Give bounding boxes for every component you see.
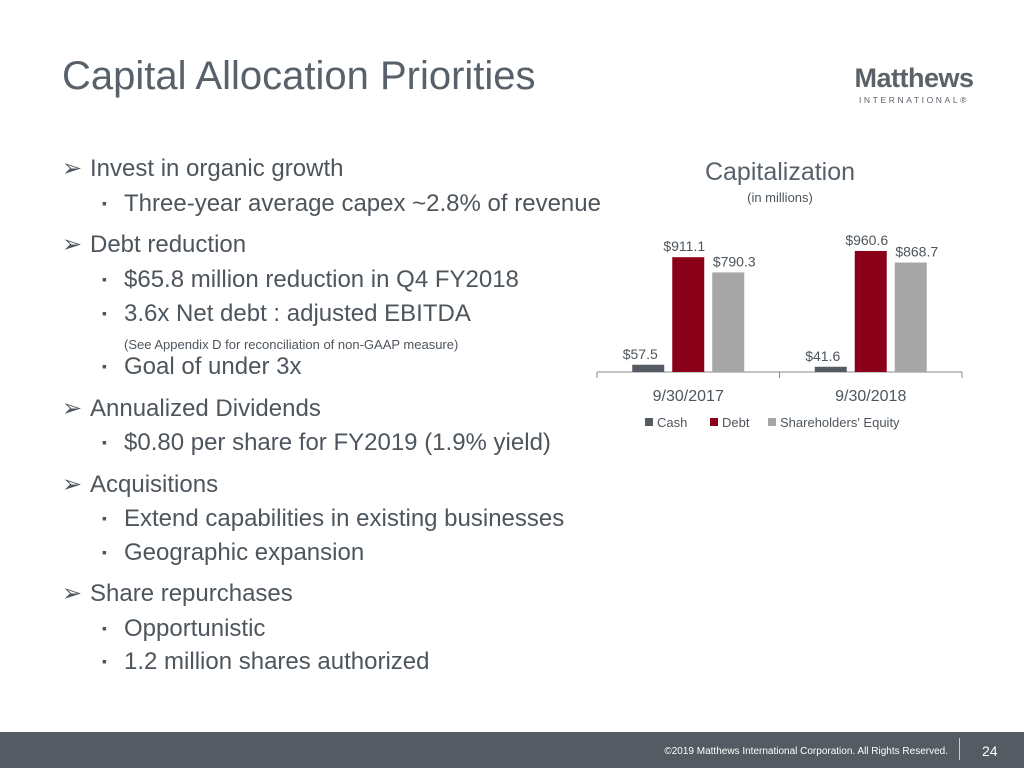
bullet-item: ▪ 3.6x Net debt : adjusted EBITDA [102, 300, 471, 327]
bullet-text: Extend capabilities in existing business… [124, 505, 565, 532]
data-label: $911.1 [663, 238, 705, 254]
bullet-item: ➢ Share repurchases [62, 581, 293, 607]
bullet-text: Debt reduction [90, 231, 247, 258]
footer-bar: ©2019 Matthews International Corporation… [0, 732, 1024, 768]
legend-label: Shareholders' Equity [780, 415, 900, 430]
square-bullet-icon: ▪ [102, 544, 107, 560]
bullet-item: ▪ 1.2 million shares authorized [102, 648, 430, 675]
chart-subtitle: (in millions) [747, 190, 813, 205]
bullet-item: ➢ Annualized Dividends [62, 396, 321, 422]
bar-cash [632, 364, 665, 372]
bullet-text: Opportunistic [124, 615, 266, 642]
bullet-text: 3.6x Net debt : adjusted EBITDA [124, 300, 471, 327]
footer-divider [959, 738, 960, 760]
bullet-text: Annualized Dividends [90, 395, 321, 422]
bar-shareholders-equity [894, 262, 927, 372]
arrow-bullet-icon: ➢ [62, 395, 83, 422]
bullet-text: Goal of under 3x [124, 353, 302, 380]
bullet-text: Share repurchases [90, 580, 293, 607]
square-bullet-icon: ▪ [102, 653, 107, 669]
legend-swatch [768, 418, 776, 426]
arrow-bullet-icon: ➢ [62, 471, 83, 498]
bullet-item: ▪ Extend capabilities in existing busines… [102, 505, 564, 532]
bullet-text: $0.80 per share for FY2019 (1.9% yield) [124, 429, 551, 456]
legend-swatch [710, 418, 718, 426]
bullet-text: Acquisitions [90, 471, 219, 498]
data-label: $960.6 [845, 232, 888, 248]
logo-name: Matthews [854, 63, 974, 93]
category-label: 9/30/2017 [653, 388, 724, 405]
arrow-bullet-icon: ➢ [62, 580, 83, 607]
square-bullet-icon: ▪ [102, 434, 107, 450]
bullet-item: ➢ Invest in organic growth [62, 156, 343, 182]
bullet-text: Three-year average capex ~2.8% of revenu… [124, 190, 601, 217]
bar-cash [814, 366, 847, 372]
bullet-item: ▪ $65.8 million reduction in Q4 FY2018 [102, 266, 519, 293]
bullet-item: ▪ $0.80 per share for FY2019 (1.9% yield) [102, 429, 551, 456]
bar-shareholders-equity [712, 272, 745, 372]
bullet-item: ▪ Opportunistic [102, 615, 265, 642]
bullet-item: ▪ Geographic expansion [102, 539, 364, 566]
copyright: ©2019 Matthews International Corporation… [664, 746, 948, 757]
square-bullet-icon: ▪ [102, 620, 107, 636]
bullet-item: (See Appendix D for reconciliation of no… [124, 332, 458, 358]
slide-title: Capital Allocation Priorities [62, 54, 536, 98]
legend-swatch [645, 418, 653, 426]
arrow-bullet-icon: ➢ [62, 231, 83, 258]
square-bullet-icon: ▪ [102, 510, 107, 526]
data-label: $57.5 [623, 346, 658, 362]
bullet-item: ➢ Acquisitions [62, 472, 218, 498]
square-bullet-icon: ▪ [102, 305, 107, 321]
matthews-logo: Matthews INTERNATIONAL® [852, 64, 976, 105]
bullet-item: ➢ Debt reduction [62, 232, 246, 258]
category-label: 9/30/2018 [835, 388, 906, 405]
square-bullet-icon: ▪ [102, 271, 107, 287]
page-number: 24 [982, 743, 998, 759]
data-label: $868.7 [895, 244, 938, 260]
bar-debt [854, 250, 887, 372]
data-label: $790.3 [713, 253, 756, 269]
square-bullet-icon: ▪ [102, 195, 107, 211]
square-bullet-icon: ▪ [102, 358, 107, 374]
bullet-item: ▪ Three-year average capex ~2.8% of reven… [102, 190, 601, 217]
bullet-text: (See Appendix D for reconciliation of no… [124, 337, 459, 352]
bar-debt [672, 257, 705, 372]
chart-title: Capitalization [704, 158, 856, 186]
bullet-item: ▪ Goal of under 3x [102, 353, 301, 380]
legend-label: Debt [722, 415, 750, 430]
bullet-text: 1.2 million shares authorized [124, 648, 430, 675]
logo-sub: INTERNATIONAL® [858, 95, 970, 105]
arrow-bullet-icon: ➢ [62, 155, 83, 182]
legend-label: Cash [657, 415, 687, 430]
bullet-text: Geographic expansion [124, 539, 365, 566]
bullet-text: Invest in organic growth [90, 155, 344, 182]
bullet-text: $65.8 million reduction in Q4 FY2018 [124, 266, 519, 293]
data-label: $41.6 [805, 348, 840, 364]
